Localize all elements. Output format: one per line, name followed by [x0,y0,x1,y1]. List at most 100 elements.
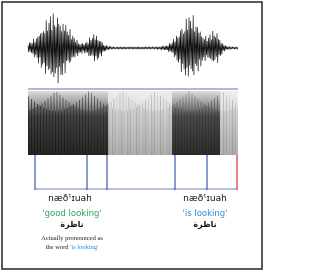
spectrogram-streak [100,101,101,155]
spectrogram-streak [168,108,169,155]
spectrogram-streak [235,103,236,155]
spectrogram-streak [52,111,53,155]
spectrogram-streak [177,102,178,155]
spectrogram-streak [87,111,88,155]
spectrogram-streak [183,97,184,155]
spectrogram-streak [30,110,31,155]
spectrogram-streak [36,107,37,155]
spectrogram-streak [196,110,197,155]
figure: næðˤɪuah næðˤɪuah 'good looking' 'is loo… [0,0,265,273]
spectrogram-streak [232,100,233,155]
spectrogram-streak [195,97,196,155]
spectrogram-streak [172,105,173,155]
spectrogram-streak [141,106,142,155]
spectrogram-streak [178,109,179,155]
spectrogram-streak [159,111,160,155]
spectrogram-streak [46,109,47,155]
spectrogram-streak [229,98,230,155]
spectrogram-streak [129,97,130,155]
spectrogram-streak [123,91,124,155]
spectrogram-streak [148,98,149,155]
spectrogram-streak [96,110,97,155]
spectrogram-streak [219,111,220,155]
spectrogram-streak [81,110,82,155]
spectrogram-streak [160,95,161,155]
spectrogram-streak [99,109,100,155]
spectrogram-streak [193,111,194,155]
spectrogram-streak [72,105,73,155]
spectrogram-streak [90,111,91,155]
spectrogram-streak [66,100,67,155]
spectrogram-streak [207,106,208,155]
spectrogram-streak [127,110,128,155]
spectrogram-streak [63,98,64,155]
spectrogram-streak [34,102,35,155]
spectrogram-streak [226,95,227,155]
spectrogram-streak [186,94,187,155]
spectrogram-streak [169,103,170,155]
spectrogram-streak [231,109,232,155]
spectrogram-streak [180,99,181,155]
spectrogram-streak [43,108,44,155]
spectrogram-streak [162,110,163,155]
spectrogram-streak [111,101,112,155]
spectrogram-streak [205,105,206,155]
note-highlight: 'is looking' [70,244,98,251]
spectrogram-streak [216,110,217,155]
spectrogram-streak [42,103,43,155]
spectrogram-streak [82,97,83,155]
spectrogram-streak [145,100,146,155]
spectrogram-streak [28,96,29,155]
spectrogram-streak [192,94,193,155]
gloss: 'is looking' [183,209,228,219]
spectrogram-streak [51,96,52,155]
spectrogram-streak [120,93,121,155]
spectrogram-streak [61,110,62,155]
spectrogram-streak [105,106,106,155]
spectrogram-streak [69,103,70,155]
spectrogram-streak [79,100,80,155]
spectrogram-streak [228,110,229,155]
arabic-word: ناظرة [60,220,83,229]
spectrogram-streak [78,108,79,155]
spectrogram-streak [48,98,49,155]
spectrogram-streak [54,93,55,155]
spectrogram-streak [57,92,58,155]
spectrogram-streak [70,106,71,155]
spectrogram-streak [222,111,223,155]
spectrogram-streak [37,104,38,155]
spectrogram-streak [49,110,50,155]
spectrogram-streak [201,102,202,155]
spectrogram-streak [153,111,154,155]
note: the word 'is looking' [46,244,99,251]
spectrogram-streak [136,107,137,155]
spectrogram-streak [75,107,76,155]
spectrogram-streak [213,109,214,155]
transcription: næðˤɪuah [48,194,92,204]
spectrogram-streak [234,108,235,155]
spectrogram-streak [94,96,95,155]
spectrogram-streak [117,96,118,155]
spectrogram-streak [93,111,94,155]
spectrogram-streak [150,110,151,155]
spectrogram-streak [189,91,190,155]
spectrogram-streak [166,101,167,155]
spectrogram-streak [55,111,56,155]
spectrogram-streak [64,109,65,155]
arabic-word: ناظرة [193,220,216,229]
spectrogram-streak [135,102,136,155]
spectrogram-streak [204,104,205,155]
transcription: næðˤɪuah [183,194,227,204]
spectrogram-streak [85,95,86,155]
spectrogram-streak [88,92,89,155]
spectrogram-streak [144,108,145,155]
spectrogram-streak [31,99,32,155]
spectrogram-streak [60,95,61,155]
spectrogram-streak [171,106,172,155]
spectrogram-streak [198,99,199,155]
spectrogram-streak [40,106,41,155]
spectrogram-streak [181,110,182,155]
spectrogram-streak [106,106,107,155]
spectrogram-streak [132,100,133,155]
spectrogram-streak [165,109,166,155]
